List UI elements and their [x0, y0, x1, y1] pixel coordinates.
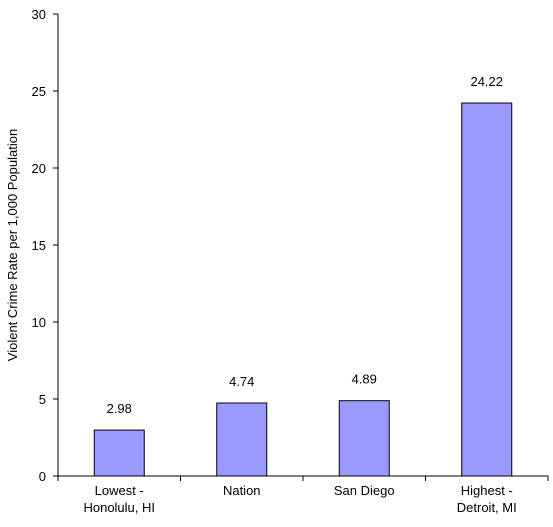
- category-label-line: Highest -: [461, 483, 513, 498]
- category-label-line: Lowest -: [95, 483, 144, 498]
- bar: [93, 429, 145, 477]
- y-axis-title: Violent Crime Rate per 1,000 Population: [5, 129, 20, 361]
- category-label-line: Nation: [223, 483, 261, 498]
- bar: [338, 400, 390, 477]
- y-axis: 0 5 10 15 20 25 30: [32, 7, 59, 484]
- data-label: 4.74: [229, 374, 254, 389]
- category-label: Highest - Detroit, MI: [457, 483, 517, 515]
- category-label-line: San Diego: [334, 483, 395, 498]
- y-tick-label: 10: [32, 315, 46, 330]
- y-tick-label: 5: [39, 392, 46, 407]
- bar: [461, 102, 513, 477]
- data-label: 4.89: [352, 372, 377, 387]
- x-axis: [57, 475, 549, 481]
- category-label-line: Honolulu, HI: [83, 500, 155, 515]
- category-label-line: Detroit, MI: [457, 500, 517, 515]
- data-label: 2.98: [107, 401, 132, 416]
- bar: [216, 402, 268, 477]
- y-tick-label: 15: [32, 238, 46, 253]
- data-label: 24.22: [470, 74, 503, 89]
- category-label: San Diego: [334, 483, 395, 498]
- y-tick-label: 20: [32, 161, 46, 176]
- y-tick-label: 30: [32, 7, 46, 22]
- bars: [93, 102, 513, 477]
- category-label: Lowest - Honolulu, HI: [83, 483, 155, 515]
- category-labels: Lowest - Honolulu, HI Nation San Diego Highe…: [83, 483, 516, 515]
- category-label: Nation: [223, 483, 261, 498]
- data-labels: 2.98 4.74 4.89 24.22: [107, 74, 503, 416]
- y-tick-label: 0: [39, 469, 46, 484]
- y-tick-label: 25: [32, 84, 46, 99]
